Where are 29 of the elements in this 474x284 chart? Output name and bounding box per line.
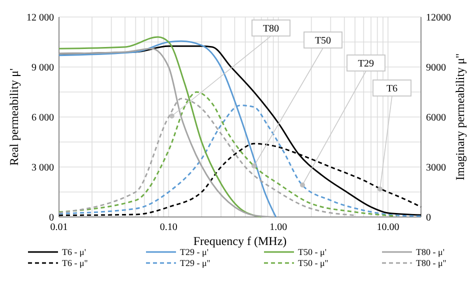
x-tick-label: 0.01 xyxy=(50,222,68,233)
x-tick-label: 10.00 xyxy=(376,222,400,233)
legend-label: T6 - μ' xyxy=(62,247,86,257)
legend-label: T80 - μ' xyxy=(416,247,445,257)
annotation: T80 xyxy=(262,24,280,34)
annotation: T6 xyxy=(386,84,398,94)
y-tick-label: 0 xyxy=(49,212,54,224)
y2-tick-label: 3000 xyxy=(426,162,446,174)
legend-label: T80 - μ'' xyxy=(416,258,446,268)
legend-label: T29 - μ'' xyxy=(180,258,210,268)
y-tick-label: 6 000 xyxy=(32,112,54,124)
y2-tick-label: 9000 xyxy=(426,62,446,74)
y2-tick-label: 6000 xyxy=(426,112,446,124)
legend-label: T6 - μ'' xyxy=(62,258,88,268)
legend-label: T50 - μ'' xyxy=(298,258,328,268)
y2-tick-label: 0 xyxy=(426,212,431,224)
y-axis-title: Real permeability μ' xyxy=(7,68,21,166)
y-tick-label: 9 000 xyxy=(32,62,54,74)
y2-tick-label: 12000 xyxy=(426,12,451,24)
y2-axis-title: Imaginary permeability μ'' xyxy=(453,54,467,180)
y-tick-label: 12 000 xyxy=(26,12,54,24)
legend-label: T29 - μ' xyxy=(180,247,209,257)
y-tick-label: 3 000 xyxy=(32,162,54,174)
legend-label: T50 - μ' xyxy=(298,247,327,257)
x-axis-title: Frequency f (MHz) xyxy=(193,234,287,248)
x-tick-label: 1.00 xyxy=(270,222,288,233)
annotation: T50 xyxy=(314,36,332,46)
x-tick-label: 0.10 xyxy=(160,222,178,233)
annotation: T29 xyxy=(358,58,374,70)
